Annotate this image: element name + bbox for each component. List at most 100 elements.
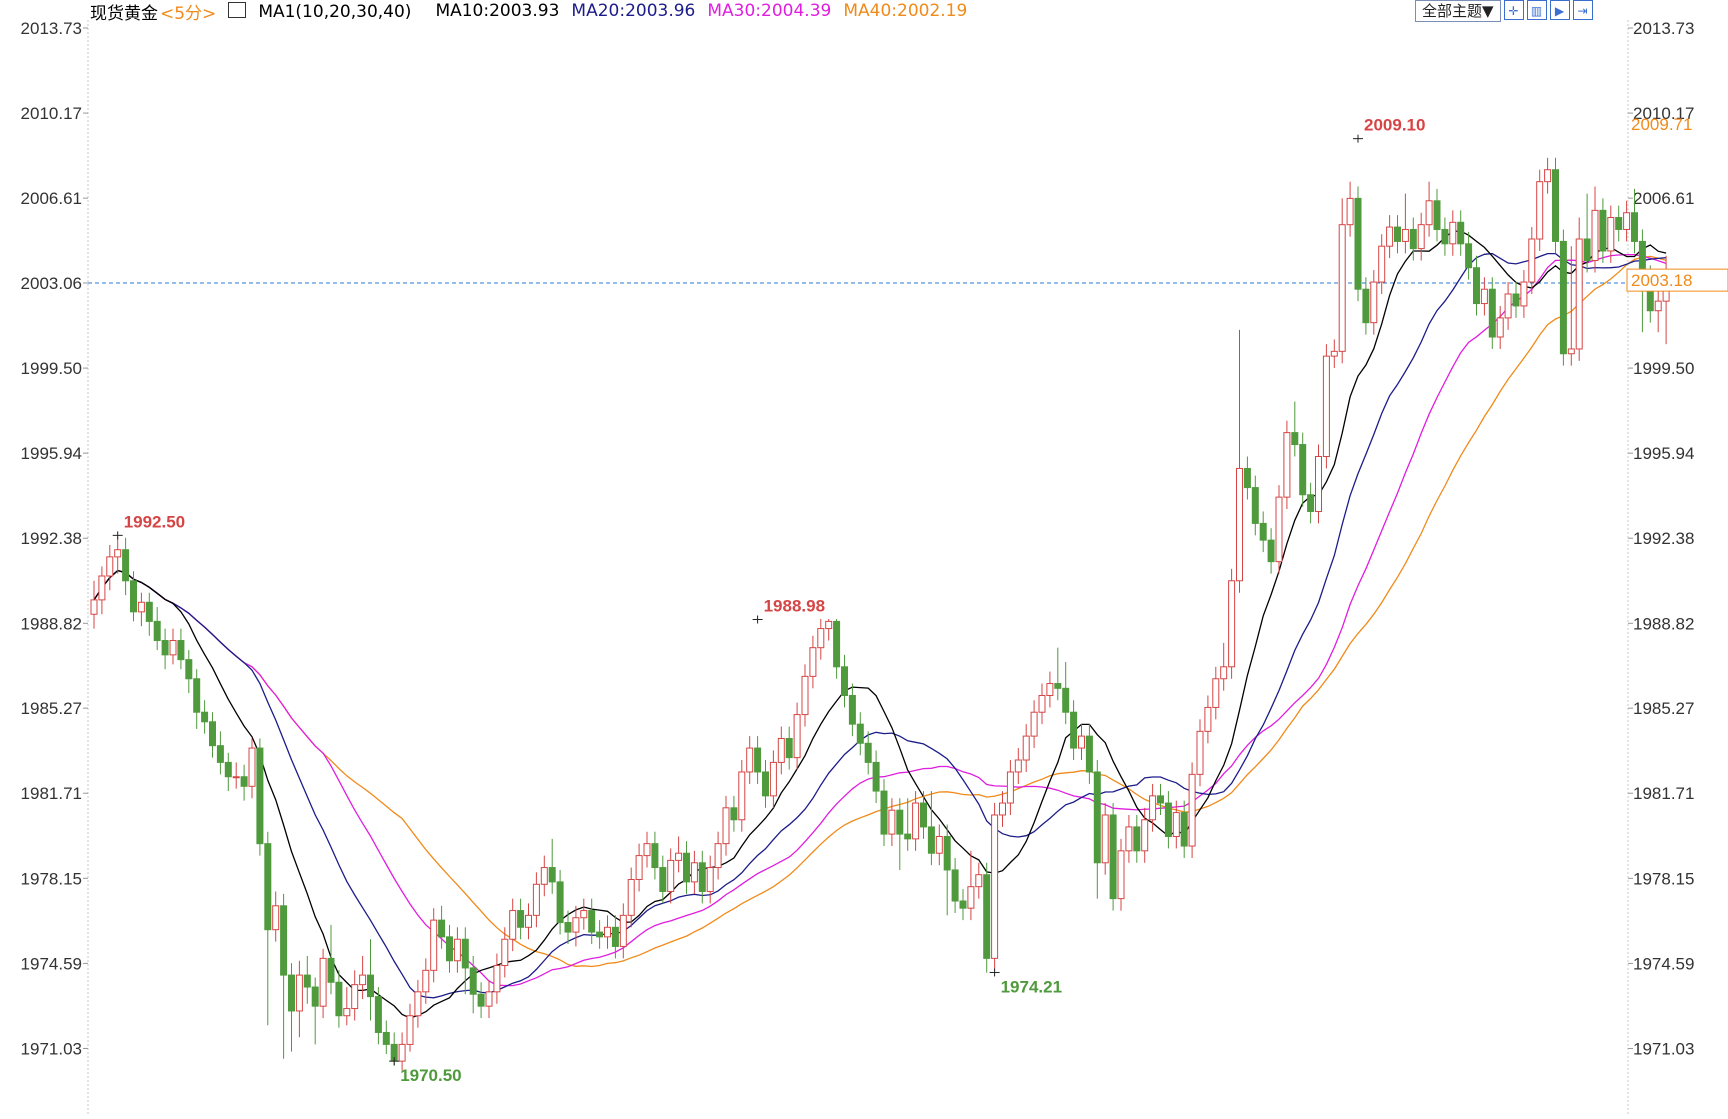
candle[interactable] (785, 726, 793, 770)
candle[interactable] (1370, 270, 1378, 335)
candle[interactable] (1575, 217, 1583, 361)
candle[interactable] (1275, 485, 1283, 574)
candle[interactable] (1030, 700, 1038, 749)
candle[interactable] (335, 970, 343, 1028)
candle[interactable] (1631, 188, 1638, 254)
candle[interactable] (248, 738, 256, 799)
candle[interactable] (967, 850, 975, 921)
candle[interactable] (256, 738, 264, 856)
candle[interactable] (224, 752, 232, 792)
candle[interactable] (604, 915, 611, 949)
candle[interactable] (880, 779, 888, 847)
ma-indicator-label[interactable]: MA1(10,20,30,40) (228, 1, 423, 22)
candle[interactable] (1417, 212, 1425, 261)
candle[interactable] (1315, 444, 1322, 524)
candle[interactable] (382, 1020, 390, 1054)
candle[interactable] (169, 628, 177, 665)
play-icon[interactable]: ▶ (1549, 0, 1570, 20)
candle[interactable] (912, 791, 920, 851)
candle[interactable] (264, 831, 272, 1026)
candle[interactable] (651, 831, 659, 880)
candle[interactable] (548, 838, 556, 894)
candle[interactable] (935, 824, 943, 866)
candle[interactable] (920, 791, 927, 839)
candle[interactable] (1536, 169, 1544, 251)
candle[interactable] (161, 628, 169, 670)
candle[interactable] (280, 893, 288, 1059)
candle[interactable] (398, 1032, 406, 1071)
candle[interactable] (627, 867, 635, 928)
layout-icon[interactable]: ▥ (1526, 0, 1547, 20)
candle[interactable] (303, 955, 311, 1004)
candle[interactable] (927, 791, 935, 866)
candle[interactable] (422, 958, 430, 1004)
candle[interactable] (951, 857, 959, 913)
candle[interactable] (145, 592, 153, 636)
candle[interactable] (793, 702, 801, 770)
theme-dropdown-button[interactable]: 全部主题▼ (1415, 0, 1501, 22)
candle[interactable] (683, 841, 690, 894)
candle[interactable] (1204, 695, 1212, 744)
candle[interactable] (1141, 807, 1149, 863)
candle[interactable] (611, 915, 619, 959)
candle[interactable] (888, 798, 896, 847)
candle[interactable] (619, 903, 627, 959)
candle[interactable] (1046, 671, 1054, 708)
candle[interactable] (1157, 783, 1164, 815)
candle[interactable] (1251, 475, 1259, 536)
candle[interactable] (1299, 432, 1307, 507)
candle[interactable] (501, 927, 509, 978)
candle[interactable] (1307, 482, 1315, 524)
candle[interactable] (635, 843, 643, 892)
candle[interactable] (122, 537, 130, 596)
candle[interactable] (580, 898, 588, 930)
candle[interactable] (532, 872, 540, 928)
export-icon[interactable]: ⇥ (1572, 0, 1593, 20)
candle[interactable] (1133, 814, 1141, 863)
candle[interactable] (1346, 181, 1354, 237)
candle[interactable] (999, 791, 1006, 827)
candle[interactable] (430, 908, 438, 983)
candle[interactable] (240, 764, 248, 801)
candle[interactable] (959, 889, 967, 921)
candle[interactable] (540, 855, 548, 897)
candle[interactable] (374, 987, 382, 1045)
candle[interactable] (738, 760, 746, 832)
candle[interactable] (841, 654, 848, 708)
candle[interactable] (1449, 210, 1457, 256)
candle[interactable] (762, 760, 769, 808)
candle[interactable] (777, 726, 785, 775)
candle[interactable] (1488, 277, 1496, 349)
period-label[interactable]: <5分> (160, 3, 217, 24)
candle[interactable] (588, 898, 596, 945)
candle[interactable] (509, 898, 517, 952)
candle[interactable] (1567, 246, 1575, 366)
candle[interactable] (1528, 227, 1536, 294)
candle[interactable] (1006, 760, 1014, 815)
candle[interactable] (856, 712, 864, 756)
candle[interactable] (1236, 329, 1243, 593)
candle[interactable] (193, 669, 201, 729)
candle[interactable] (730, 795, 738, 832)
candle[interactable] (1559, 229, 1567, 366)
candle[interactable] (809, 635, 817, 689)
candle[interactable] (177, 628, 185, 670)
candle[interactable] (1283, 420, 1291, 510)
candle[interactable] (525, 903, 532, 940)
candle[interactable] (461, 927, 469, 995)
candle[interactable] (446, 924, 453, 973)
candle[interactable] (351, 970, 359, 1021)
candle[interactable] (801, 664, 809, 727)
candle[interactable] (1243, 456, 1251, 500)
candle[interactable] (1591, 186, 1599, 273)
candle[interactable] (1172, 800, 1180, 849)
candle[interactable] (1149, 783, 1157, 832)
candle[interactable] (477, 982, 485, 1019)
candle[interactable] (1125, 814, 1133, 863)
candle[interactable] (343, 987, 351, 1026)
candle[interactable] (1291, 401, 1299, 457)
candle[interactable] (216, 731, 224, 775)
candle[interactable] (659, 855, 667, 904)
candle[interactable] (896, 798, 904, 870)
